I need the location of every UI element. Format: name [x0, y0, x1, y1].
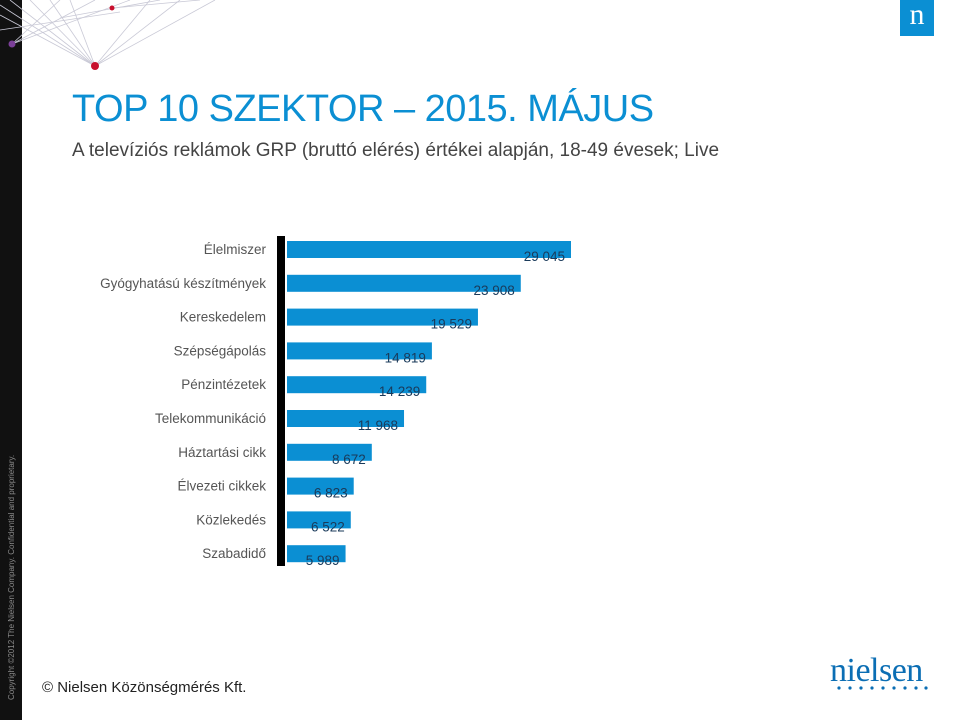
- bar: [287, 274, 521, 292]
- page-title: TOP 10 SZEKTOR – 2015. MÁJUS: [72, 88, 654, 130]
- category-label: Szabadidő: [202, 546, 266, 561]
- category-label: Kereskedelem: [180, 310, 266, 325]
- data-label: 29 045: [524, 249, 565, 264]
- data-label: 5 989: [306, 553, 340, 568]
- category-label: Pénzintézetek: [181, 377, 266, 392]
- category-label: Gyógyhatású készítmények: [100, 276, 266, 291]
- footer-copyright: © Nielsen Közönségmérés Kft.: [42, 679, 247, 696]
- data-label: 14 239: [379, 384, 420, 399]
- data-label: 11 968: [358, 418, 398, 433]
- category-label: Közlekedés: [196, 512, 266, 527]
- category-label: Élvezeti cikkek: [177, 479, 266, 494]
- data-label: 8 672: [332, 452, 366, 467]
- decorative-network-graphic: [0, 0, 216, 70]
- bar: [287, 241, 571, 258]
- data-label: 19 529: [431, 317, 472, 332]
- category-label: Telekommunikáció: [155, 411, 266, 426]
- y-axis-line: [277, 236, 285, 566]
- bar: [287, 511, 351, 529]
- bar: [287, 545, 346, 563]
- bar: [287, 308, 478, 326]
- nielsen-logo: nielsen: [830, 652, 923, 689]
- page-subtitle: A televíziós reklámok GRP (bruttó elérés…: [72, 140, 720, 161]
- bar: [287, 477, 354, 495]
- category-label: Háztartási cikk: [178, 445, 266, 460]
- logo-dots-icon: [837, 686, 928, 690]
- bar: [287, 443, 372, 461]
- data-label: 14 819: [385, 350, 426, 365]
- left-strip: [0, 0, 22, 720]
- data-label: 6 522: [311, 519, 345, 534]
- bar: [287, 342, 432, 360]
- category-label: Élelmiszer: [204, 242, 267, 257]
- brand-mark-icon: n: [900, 0, 934, 36]
- category-label: Szépségápolás: [174, 343, 267, 358]
- bar: [287, 410, 405, 427]
- data-label: 23 908: [473, 283, 514, 298]
- bar: [287, 376, 427, 394]
- data-label: 6 823: [314, 486, 348, 501]
